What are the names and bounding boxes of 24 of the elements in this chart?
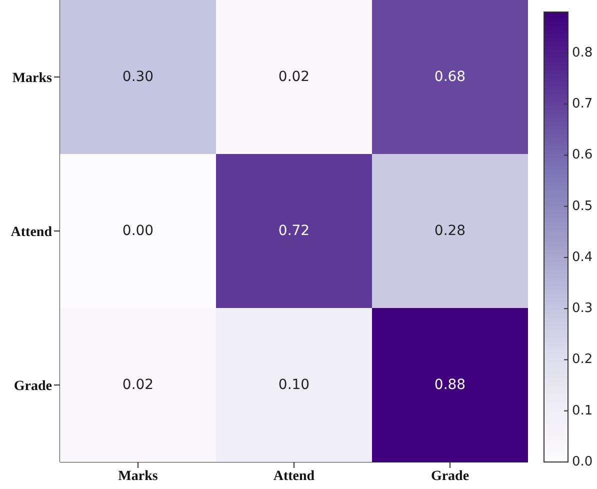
data-label: 0.88 bbox=[434, 377, 466, 393]
x-tick-label: Grade bbox=[430, 468, 470, 484]
data-label: 0.00 bbox=[122, 223, 154, 239]
data-label: 0.28 bbox=[434, 223, 466, 239]
data-label: 0.68 bbox=[434, 69, 466, 85]
color-bar-label: 0.3 bbox=[572, 301, 593, 316]
color-bar-label: 0.0 bbox=[572, 454, 593, 470]
data-label: 0.02 bbox=[122, 377, 154, 393]
x-tick-label: Marks bbox=[118, 468, 158, 484]
y-tick-label: Grade bbox=[14, 378, 52, 394]
x-tick-label: Attend bbox=[273, 468, 315, 484]
y-tick-label: Marks bbox=[12, 70, 53, 86]
color-bar-label: 0.5 bbox=[572, 198, 593, 214]
color-bar-label: 0.7 bbox=[572, 96, 593, 112]
color-bar-label: 0.8 bbox=[572, 45, 593, 60]
color-bar-label: 0.6 bbox=[572, 148, 593, 163]
data-label: 0.30 bbox=[122, 69, 154, 85]
data-label: 0.72 bbox=[278, 223, 310, 239]
color-bar-label: 0.1 bbox=[572, 403, 593, 418]
color-bar-label: 0.2 bbox=[572, 352, 593, 368]
data-label: 0.02 bbox=[278, 69, 310, 85]
color-bar-label: 0.4 bbox=[572, 250, 593, 265]
y-tick-label: Attend bbox=[10, 224, 52, 240]
data-label: 0.10 bbox=[278, 377, 310, 393]
